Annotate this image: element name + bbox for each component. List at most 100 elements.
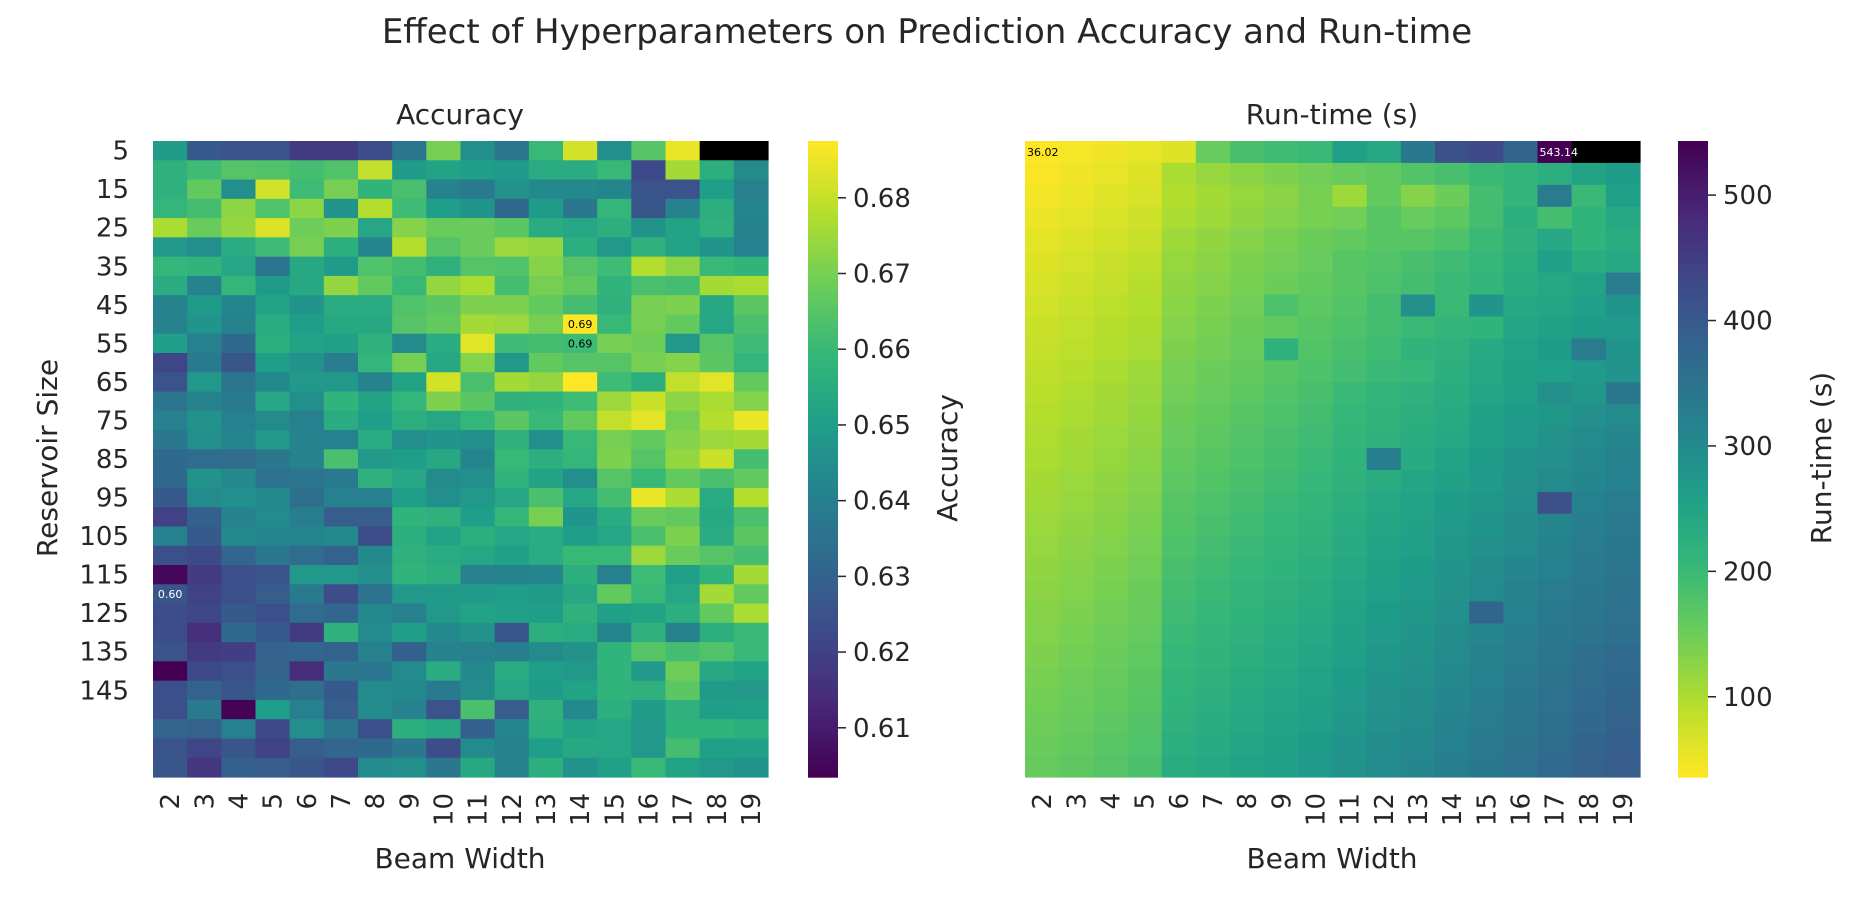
heatmap-cell — [699, 468, 735, 489]
heatmap-cell — [1571, 623, 1607, 647]
heatmap-cell — [289, 738, 325, 759]
heatmap-cell — [1127, 162, 1163, 186]
colorbar-segment — [808, 321, 838, 328]
heatmap-cell — [1161, 601, 1197, 625]
heatmap-cell — [563, 372, 598, 393]
colorbar-segment — [1678, 300, 1708, 306]
heatmap-cell — [1127, 557, 1163, 581]
heatmap-cell — [1059, 250, 1094, 274]
heatmap-cell — [563, 218, 598, 238]
colorbar-segment — [808, 199, 838, 206]
heatmap-cell — [323, 468, 359, 489]
heatmap-cell — [1264, 601, 1299, 625]
heatmap-cell — [1059, 272, 1094, 296]
heatmap-cell — [255, 237, 291, 258]
heatmap-cell — [1025, 667, 1060, 690]
heatmap-cell — [1503, 448, 1539, 471]
heatmap-cell — [733, 738, 769, 759]
heatmap-cell — [460, 256, 496, 277]
accuracy-colorbar — [808, 141, 838, 778]
colorbar-segment — [1678, 178, 1708, 185]
heatmap-cell — [1195, 316, 1231, 339]
heatmap-cell — [1503, 689, 1539, 712]
heatmap-cell — [1093, 448, 1129, 471]
heatmap-cell — [392, 333, 427, 354]
heatmap-cell — [1093, 316, 1129, 339]
colorbar-segment — [808, 496, 838, 503]
heatmap-cell — [289, 526, 325, 547]
colorbar-segment — [1678, 612, 1708, 619]
colorbar-segment — [808, 750, 838, 757]
colorbar-segment — [1678, 766, 1708, 773]
heatmap-cell — [1400, 272, 1436, 296]
heatmap-cell — [494, 699, 530, 720]
heatmap-cell — [528, 487, 564, 508]
heatmap-cell — [1571, 711, 1607, 734]
heatmap-cell — [1093, 557, 1129, 581]
heatmap-cell — [1435, 360, 1470, 383]
heatmap-cell — [289, 372, 325, 393]
heatmap-cell — [631, 333, 667, 354]
heatmap-cell — [392, 603, 427, 624]
heatmap-cell — [1469, 491, 1504, 515]
heatmap-cell — [1435, 162, 1470, 186]
colorbar-segment — [1678, 554, 1708, 561]
heatmap-cell — [323, 545, 359, 566]
heatmap-cell — [1537, 206, 1573, 230]
heatmap-cell — [528, 198, 564, 219]
heatmap-cell — [460, 487, 496, 508]
heatmap-cell — [358, 449, 393, 470]
heatmap-cell — [733, 314, 769, 335]
heatmap-cell — [1503, 557, 1539, 581]
heatmap-cell — [563, 256, 598, 277]
heatmap-cell — [563, 353, 598, 373]
heatmap-cell — [1093, 579, 1129, 603]
heatmap-cell — [1537, 184, 1573, 208]
heatmap-cell — [665, 275, 701, 296]
heatmap-cell — [323, 699, 359, 720]
heatmap-cell — [1332, 250, 1368, 274]
heatmap-cell — [1571, 448, 1607, 471]
heatmap-cell — [597, 314, 632, 335]
y-tick-label: 55 — [96, 329, 129, 359]
heatmap-cell — [358, 487, 393, 508]
heatmap-cell — [1230, 623, 1265, 647]
heatmap-cell — [255, 757, 291, 778]
heatmap-cell — [1093, 404, 1129, 427]
colorbar-segment — [1678, 464, 1708, 471]
heatmap-cell — [1469, 316, 1504, 339]
heatmap-cell — [1469, 667, 1504, 690]
heatmap-cell — [255, 160, 291, 181]
heatmap-cell — [733, 680, 769, 701]
heatmap-cell — [426, 699, 462, 720]
heatmap-cell — [1366, 645, 1402, 668]
heatmap-cell — [494, 738, 530, 759]
y-tick-label: 145 — [79, 676, 129, 706]
heatmap-cell — [1298, 755, 1334, 778]
heatmap-cell — [1025, 535, 1060, 559]
heatmap-cell — [1025, 513, 1060, 537]
heatmap-cell — [1605, 184, 1641, 208]
colorbar-segment — [1678, 771, 1708, 778]
heatmap-cell — [733, 468, 769, 489]
heatmap-cell — [1298, 338, 1334, 361]
heatmap-cell — [1571, 535, 1607, 559]
heatmap-cell — [1366, 667, 1402, 690]
heatmap-cell — [528, 218, 564, 238]
heatmap-cell — [1400, 711, 1436, 734]
heatmap-cell — [1161, 733, 1197, 756]
heatmap-cell — [187, 584, 222, 605]
x-tick-label: 3 — [190, 793, 220, 810]
heatmap-cell — [1161, 689, 1197, 712]
heatmap-cell — [426, 372, 462, 393]
heatmap-cell — [1366, 250, 1402, 274]
heatmap-cell — [1605, 426, 1641, 449]
heatmap-cell — [1400, 667, 1436, 690]
heatmap-cell — [733, 295, 769, 316]
heatmap-cell — [358, 160, 393, 181]
heatmap-cell — [1127, 667, 1163, 690]
heatmap-cell — [1195, 448, 1231, 471]
heatmap-cell — [1230, 184, 1265, 208]
colorbar-segment — [1678, 692, 1708, 699]
heatmap-cell — [1332, 272, 1368, 296]
